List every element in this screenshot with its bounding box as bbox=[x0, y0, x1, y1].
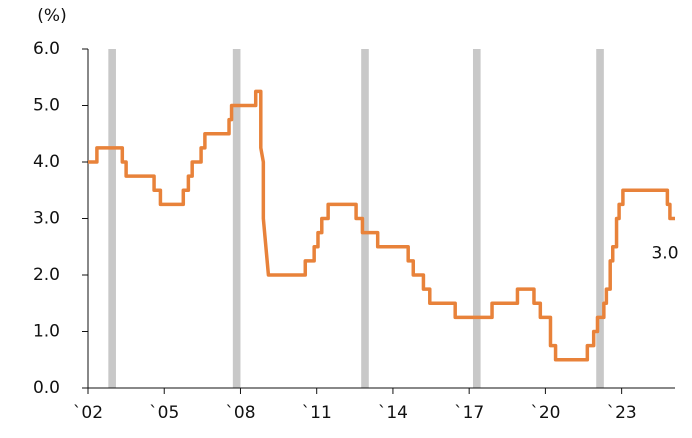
y-tick-label: 3.0 bbox=[33, 209, 60, 229]
shaded-period bbox=[361, 49, 369, 388]
y-axis-unit: (%) bbox=[37, 6, 66, 26]
y-tick-label: 6.0 bbox=[33, 39, 60, 59]
x-tick-label: `02 bbox=[73, 403, 103, 423]
x-tick-label: `14 bbox=[378, 403, 408, 423]
shaded-period bbox=[472, 49, 481, 388]
x-tick-label: `23 bbox=[607, 403, 637, 423]
x-tick-label: `20 bbox=[530, 403, 560, 423]
x-tick-label: `17 bbox=[454, 403, 484, 423]
y-tick-label: 1.0 bbox=[33, 322, 60, 342]
shaded-period bbox=[108, 49, 116, 388]
rate-line bbox=[88, 89, 675, 362]
shaded-period bbox=[596, 49, 604, 388]
end-label: 3.0 bbox=[651, 244, 678, 264]
x-tick-label: `08 bbox=[225, 403, 255, 423]
shaded-period bbox=[232, 49, 241, 388]
x-tick-label: `11 bbox=[302, 403, 332, 423]
y-tick-label: 5.0 bbox=[33, 96, 60, 116]
x-tick-label: `05 bbox=[149, 403, 179, 423]
y-tick-label: 4.0 bbox=[33, 152, 60, 172]
y-tick-label: 0.0 bbox=[33, 378, 60, 398]
y-tick-label: 2.0 bbox=[33, 265, 60, 285]
